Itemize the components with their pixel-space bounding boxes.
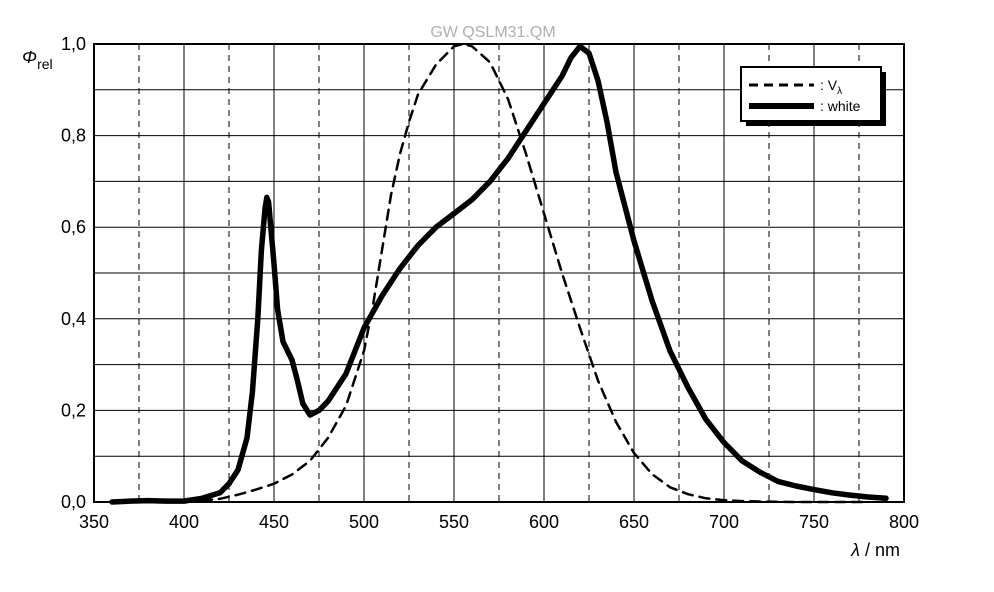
x-tick-label: 700 (709, 512, 739, 532)
y-tick-label: 0,2 (61, 400, 86, 420)
x-tick-label: 750 (799, 512, 829, 532)
series-layer (109, 42, 889, 505)
legend-label-white: : white (820, 98, 861, 114)
x-tick-label: 800 (889, 512, 919, 532)
y-tick-label: 0,0 (61, 492, 86, 512)
y-axis-label: Φrel (22, 47, 53, 72)
legend: : Vλ : white (740, 66, 886, 126)
plot-frame (93, 43, 905, 503)
y-tick-label: 0,6 (61, 217, 86, 237)
legend-v-lambda-main: : V (820, 77, 838, 93)
y-tick-labels: 0,0 0,2 0,4 0,6 0,8 1,0 (61, 34, 86, 512)
chart-title: GW QSLM31.QM (430, 24, 555, 41)
x-tick-label: 650 (619, 512, 649, 532)
y-tick-label: 0,4 (61, 309, 86, 329)
grid-lines (94, 44, 904, 502)
x-tick-label: 350 (79, 512, 109, 532)
x-tick-labels: 350 400 450 500 550 600 650 700 750 800 (79, 512, 919, 532)
x-axis-unit: / nm (860, 540, 900, 560)
x-axis-label: λ / nm (850, 540, 900, 560)
y-axis-subscript: rel (37, 56, 53, 72)
y-tick-label: 0,8 (61, 126, 86, 146)
x-tick-label: 550 (439, 512, 469, 532)
x-tick-label: 450 (259, 512, 289, 532)
y-tick-label: 1,0 (61, 34, 86, 54)
y-axis-symbol: Φ (22, 47, 37, 67)
x-tick-label: 600 (529, 512, 559, 532)
x-tick-label: 500 (349, 512, 379, 532)
series-line-v-lambda (200, 42, 870, 504)
legend-v-lambda-sub: λ (837, 86, 842, 97)
x-axis-symbol: λ (850, 540, 860, 560)
legend-label-v-lambda: : Vλ (820, 77, 842, 97)
legend-box (740, 66, 882, 122)
series-line-white (109, 43, 889, 505)
x-tick-label: 400 (169, 512, 199, 532)
